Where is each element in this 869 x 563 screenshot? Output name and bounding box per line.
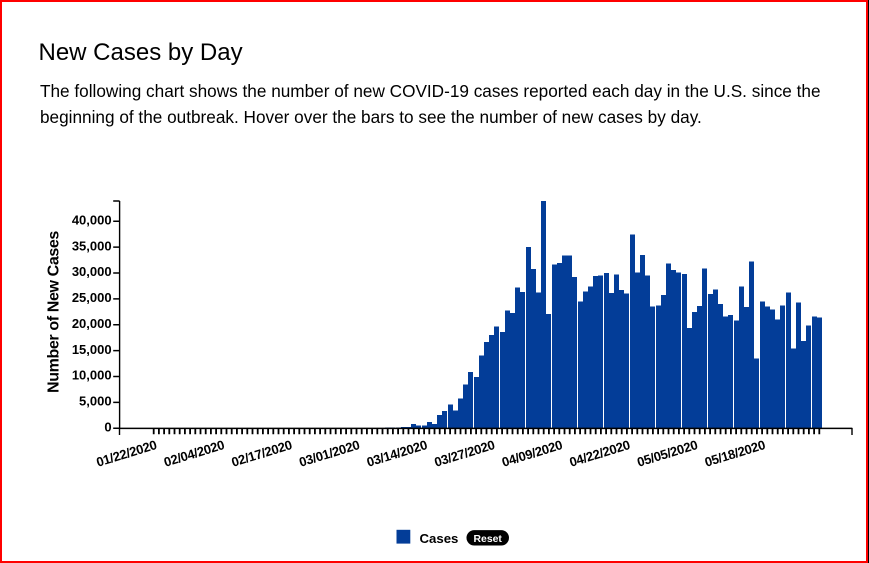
svg-text:03/14/2020: 03/14/2020 [365,437,429,470]
svg-text:02/17/2020: 02/17/2020 [230,437,294,470]
svg-text:01/22/2020: 01/22/2020 [94,437,158,470]
svg-text:Cases: Cases [420,531,459,546]
svg-text:Number of New Cases: Number of New Cases [45,231,62,393]
svg-text:40,000: 40,000 [72,212,112,227]
svg-text:04/09/2020: 04/09/2020 [500,437,564,470]
svg-text:03/27/2020: 03/27/2020 [432,437,496,470]
svg-text:05/18/2020: 05/18/2020 [703,437,767,470]
svg-text:25,000: 25,000 [72,290,112,305]
svg-text:5,000: 5,000 [79,394,112,409]
svg-text:02/04/2020: 02/04/2020 [162,437,226,470]
svg-text:05/05/2020: 05/05/2020 [635,437,699,470]
svg-text:Reset: Reset [474,534,503,545]
svg-text:0: 0 [104,420,111,435]
svg-text:20,000: 20,000 [72,316,112,331]
svg-text:04/22/2020: 04/22/2020 [568,437,632,470]
svg-text:30,000: 30,000 [72,264,112,279]
svg-text:03/01/2020: 03/01/2020 [297,437,361,470]
svg-text:15,000: 15,000 [72,342,112,357]
svg-text:35,000: 35,000 [72,238,112,253]
svg-text:10,000: 10,000 [72,368,112,383]
